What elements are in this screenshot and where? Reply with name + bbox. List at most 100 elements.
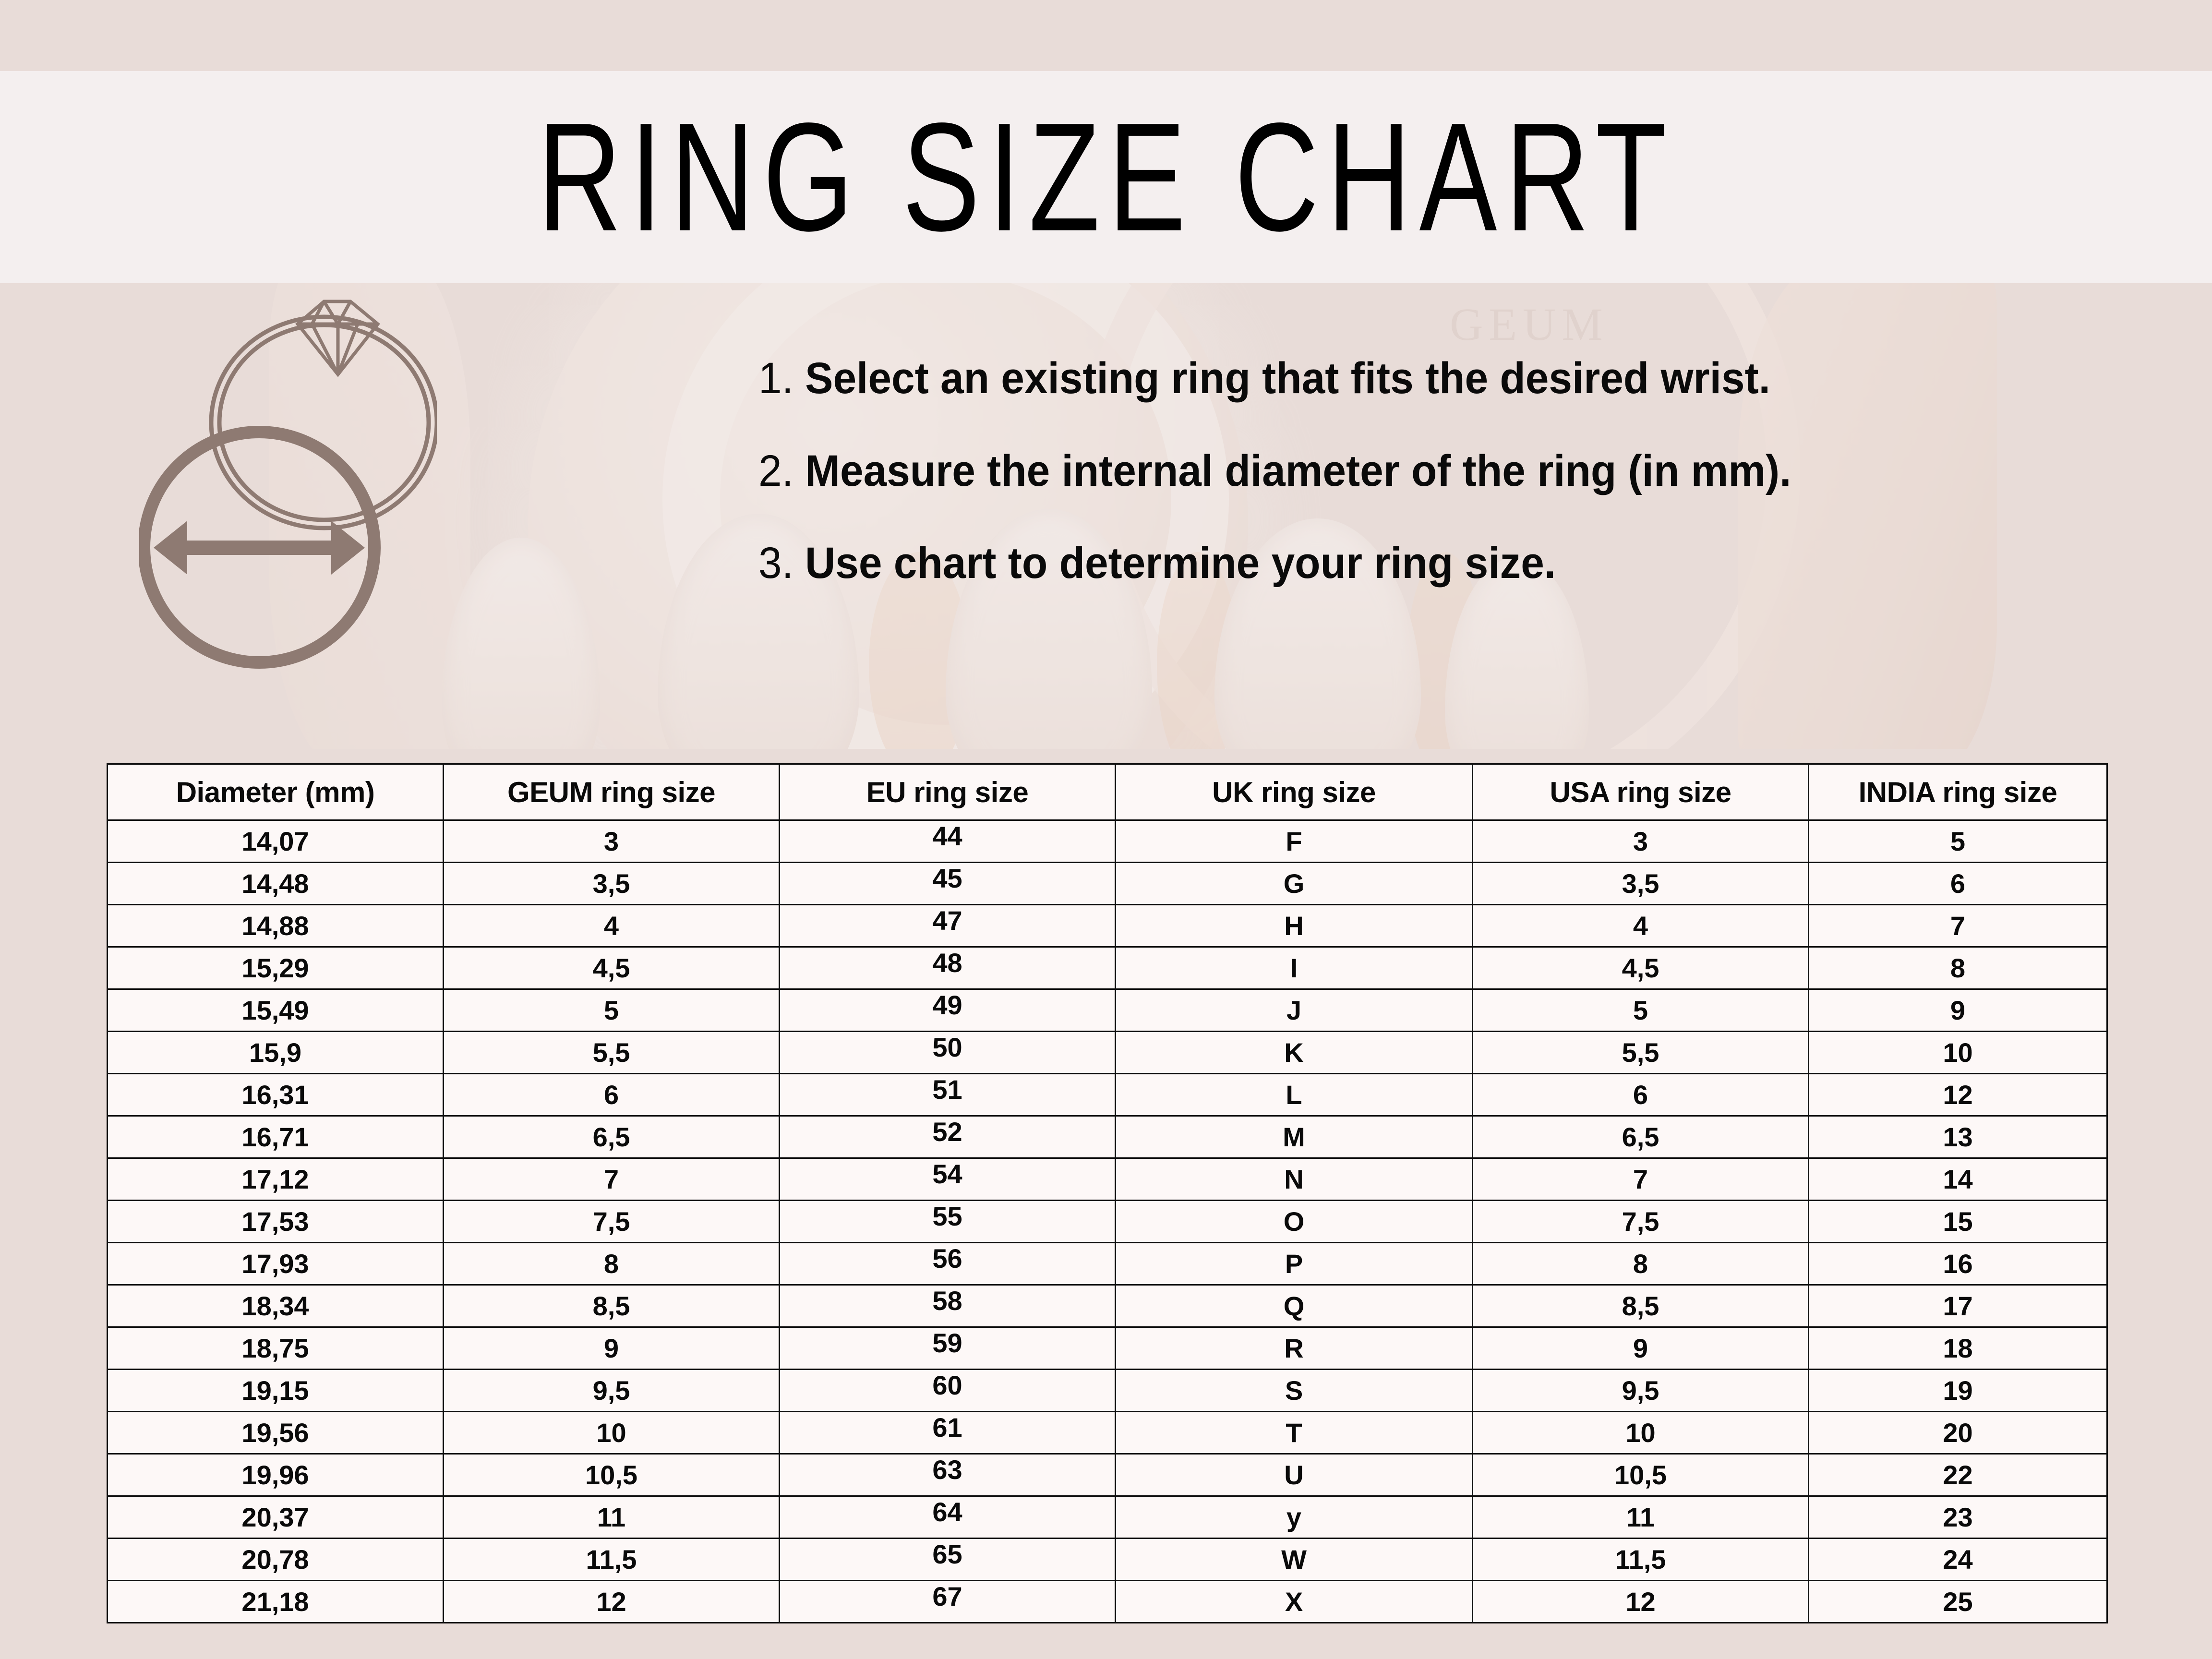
cell-usa: 11,5 — [1472, 1538, 1809, 1581]
cell-india: 17 — [1808, 1284, 2108, 1328]
double-arrow-icon — [154, 521, 365, 575]
cell-geum: 10 — [443, 1411, 780, 1455]
instruction-text-3: Use chart to determine your ring size. — [805, 539, 1556, 588]
instruction-number-1: 1. — [758, 354, 793, 403]
cell-uk: X — [1115, 1580, 1473, 1623]
cell-uk: J — [1115, 988, 1473, 1032]
cell-geum: 5,5 — [443, 1031, 780, 1074]
cell-eu: 48 — [779, 946, 1116, 990]
cell-eu: 60 — [779, 1369, 1116, 1412]
cell-geum: 8,5 — [443, 1284, 780, 1328]
cell-uk: T — [1115, 1411, 1473, 1455]
cell-diameter: 16,71 — [107, 1115, 444, 1159]
cell-usa: 3 — [1472, 819, 1809, 863]
cell-usa: 7 — [1472, 1157, 1809, 1201]
cell-usa: 10,5 — [1472, 1453, 1809, 1497]
cell-diameter: 16,31 — [107, 1073, 444, 1117]
cell-india: 23 — [1808, 1495, 2108, 1539]
cell-usa: 7,5 — [1472, 1200, 1809, 1243]
cell-eu: 55 — [779, 1200, 1116, 1243]
cell-india: 6 — [1808, 862, 2108, 905]
column-header-usa: USA ring size — [1472, 763, 1809, 821]
table-row: 17,93 8 56 P 8 16 — [107, 1242, 2108, 1286]
cell-india: 9 — [1808, 988, 2108, 1032]
cell-eu: 45 — [779, 862, 1116, 905]
cell-geum: 7,5 — [443, 1200, 780, 1243]
cell-india: 15 — [1808, 1200, 2108, 1243]
cell-eu: 58 — [779, 1284, 1116, 1328]
cell-diameter: 15,29 — [107, 946, 444, 990]
cell-india: 20 — [1808, 1411, 2108, 1455]
table-row: 17,53 7,5 55 O 7,5 15 — [107, 1200, 2108, 1243]
table-row: 18,34 8,5 58 Q 8,5 17 — [107, 1284, 2108, 1328]
cell-eu: 67 — [779, 1580, 1116, 1623]
cell-uk: F — [1115, 819, 1473, 863]
cell-diameter: 19,56 — [107, 1411, 444, 1455]
cell-india: 18 — [1808, 1326, 2108, 1370]
cell-diameter: 18,34 — [107, 1284, 444, 1328]
diamond-ring-icon — [138, 278, 439, 701]
table-row: 19,15 9,5 60 S 9,5 19 — [107, 1369, 2108, 1412]
instruction-text-2: Measure the internal diameter of the rin… — [805, 446, 1791, 495]
cell-uk: y — [1115, 1495, 1473, 1539]
photo-warm-blob-2 — [1157, 552, 1238, 749]
table-row: 20,78 11,5 65 W 11,5 24 — [107, 1538, 2108, 1581]
cell-usa: 8 — [1472, 1242, 1809, 1286]
table-row: 19,96 10,5 63 U 10,5 22 — [107, 1453, 2108, 1497]
cell-eu: 54 — [779, 1157, 1116, 1201]
table-body: 14,07 3 44 F 3 5 14,48 3,5 45 G 3,5 6 14,88 4 47 H 4 7 15,… — [107, 819, 2108, 1623]
title-banner: RING SIZE CHART — [0, 71, 2212, 283]
cell-uk: H — [1115, 904, 1473, 948]
cell-diameter: 20,37 — [107, 1495, 444, 1539]
column-header-india: INDIA ring size — [1808, 763, 2108, 821]
cell-uk: G — [1115, 862, 1473, 905]
cell-usa: 12 — [1472, 1580, 1809, 1623]
cell-diameter: 21,18 — [107, 1580, 444, 1623]
photo-warm-blob-1 — [869, 552, 970, 749]
table-row: 15,49 5 49 J 5 9 — [107, 988, 2108, 1032]
cell-eu: 56 — [779, 1242, 1116, 1286]
cell-diameter: 17,12 — [107, 1157, 444, 1201]
cell-eu: 59 — [779, 1326, 1116, 1370]
table-row: 14,48 3,5 45 G 3,5 6 — [107, 862, 2108, 905]
cell-diameter: 17,93 — [107, 1242, 444, 1286]
instruction-text-1: Select an existing ring that fits the de… — [805, 354, 1770, 403]
table-row: 20,37 11 64 y 11 23 — [107, 1495, 2108, 1539]
cell-geum: 6 — [443, 1073, 780, 1117]
cell-diameter: 15,9 — [107, 1031, 444, 1074]
cell-geum: 8 — [443, 1242, 780, 1286]
cell-eu: 49 — [779, 988, 1116, 1032]
table-row: 21,18 12 67 X 12 25 — [107, 1580, 2108, 1623]
cell-usa: 4,5 — [1472, 946, 1809, 990]
cell-uk: W — [1115, 1538, 1473, 1581]
instruction-number-2: 2. — [758, 446, 793, 495]
table-row: 16,71 6,5 52 M 6,5 13 — [107, 1115, 2108, 1159]
cell-india: 13 — [1808, 1115, 2108, 1159]
cell-usa: 3,5 — [1472, 862, 1809, 905]
cell-india: 8 — [1808, 946, 2108, 990]
ring-size-table: Diameter (mm) GEUM ring size EU ring siz… — [107, 763, 2108, 1623]
cell-eu: 52 — [779, 1115, 1116, 1159]
cell-usa: 9 — [1472, 1326, 1809, 1370]
table-row: 18,75 9 59 R 9 18 — [107, 1326, 2108, 1370]
photo-strap-right — [1738, 283, 1997, 749]
cell-geum: 10,5 — [443, 1453, 780, 1497]
brand-watermark: GEUM — [1450, 299, 1609, 350]
cell-usa: 6 — [1472, 1073, 1809, 1117]
cell-geum: 11 — [443, 1495, 780, 1539]
instruction-number-3: 3. — [758, 539, 793, 588]
cell-geum: 6,5 — [443, 1115, 780, 1159]
cell-usa: 10 — [1472, 1411, 1809, 1455]
cell-eu: 44 — [779, 819, 1116, 863]
column-header-geum: GEUM ring size — [443, 763, 780, 821]
cell-india: 10 — [1808, 1031, 2108, 1074]
cell-india: 24 — [1808, 1538, 2108, 1581]
photo-warm-blob-3 — [1407, 552, 1483, 749]
cell-usa: 8,5 — [1472, 1284, 1809, 1328]
instruction-item-2: 2. Measure the internal diameter of the … — [758, 446, 2081, 495]
column-header-eu: EU ring size — [779, 763, 1116, 821]
cell-eu: 61 — [779, 1411, 1116, 1455]
cell-india: 5 — [1808, 819, 2108, 863]
cell-usa: 4 — [1472, 904, 1809, 948]
instruction-item-3: 3. Use chart to determine your ring size… — [758, 540, 2081, 587]
